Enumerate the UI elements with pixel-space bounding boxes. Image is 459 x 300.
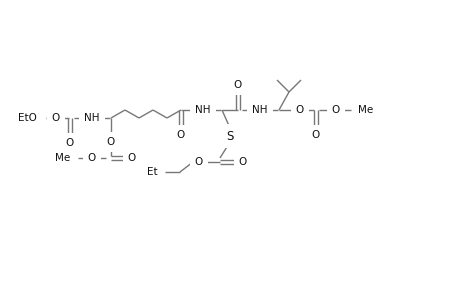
Text: O: O xyxy=(331,105,339,115)
Text: O: O xyxy=(177,130,185,140)
Text: O: O xyxy=(238,157,246,167)
Text: O: O xyxy=(195,157,203,167)
Text: NH: NH xyxy=(84,113,100,123)
Text: O: O xyxy=(233,80,241,90)
Text: EtO: EtO xyxy=(18,113,37,123)
Text: S: S xyxy=(226,130,233,142)
Text: NH: NH xyxy=(252,105,267,115)
Text: NH: NH xyxy=(195,105,210,115)
Text: Et: Et xyxy=(147,167,157,177)
Text: O: O xyxy=(52,113,60,123)
Text: Me: Me xyxy=(357,105,372,115)
Text: O: O xyxy=(295,105,303,115)
Text: O: O xyxy=(106,137,115,147)
Text: O: O xyxy=(88,153,96,163)
Text: Me: Me xyxy=(55,153,70,163)
Text: O: O xyxy=(311,130,319,140)
Text: O: O xyxy=(128,153,136,163)
Text: O: O xyxy=(66,138,74,148)
